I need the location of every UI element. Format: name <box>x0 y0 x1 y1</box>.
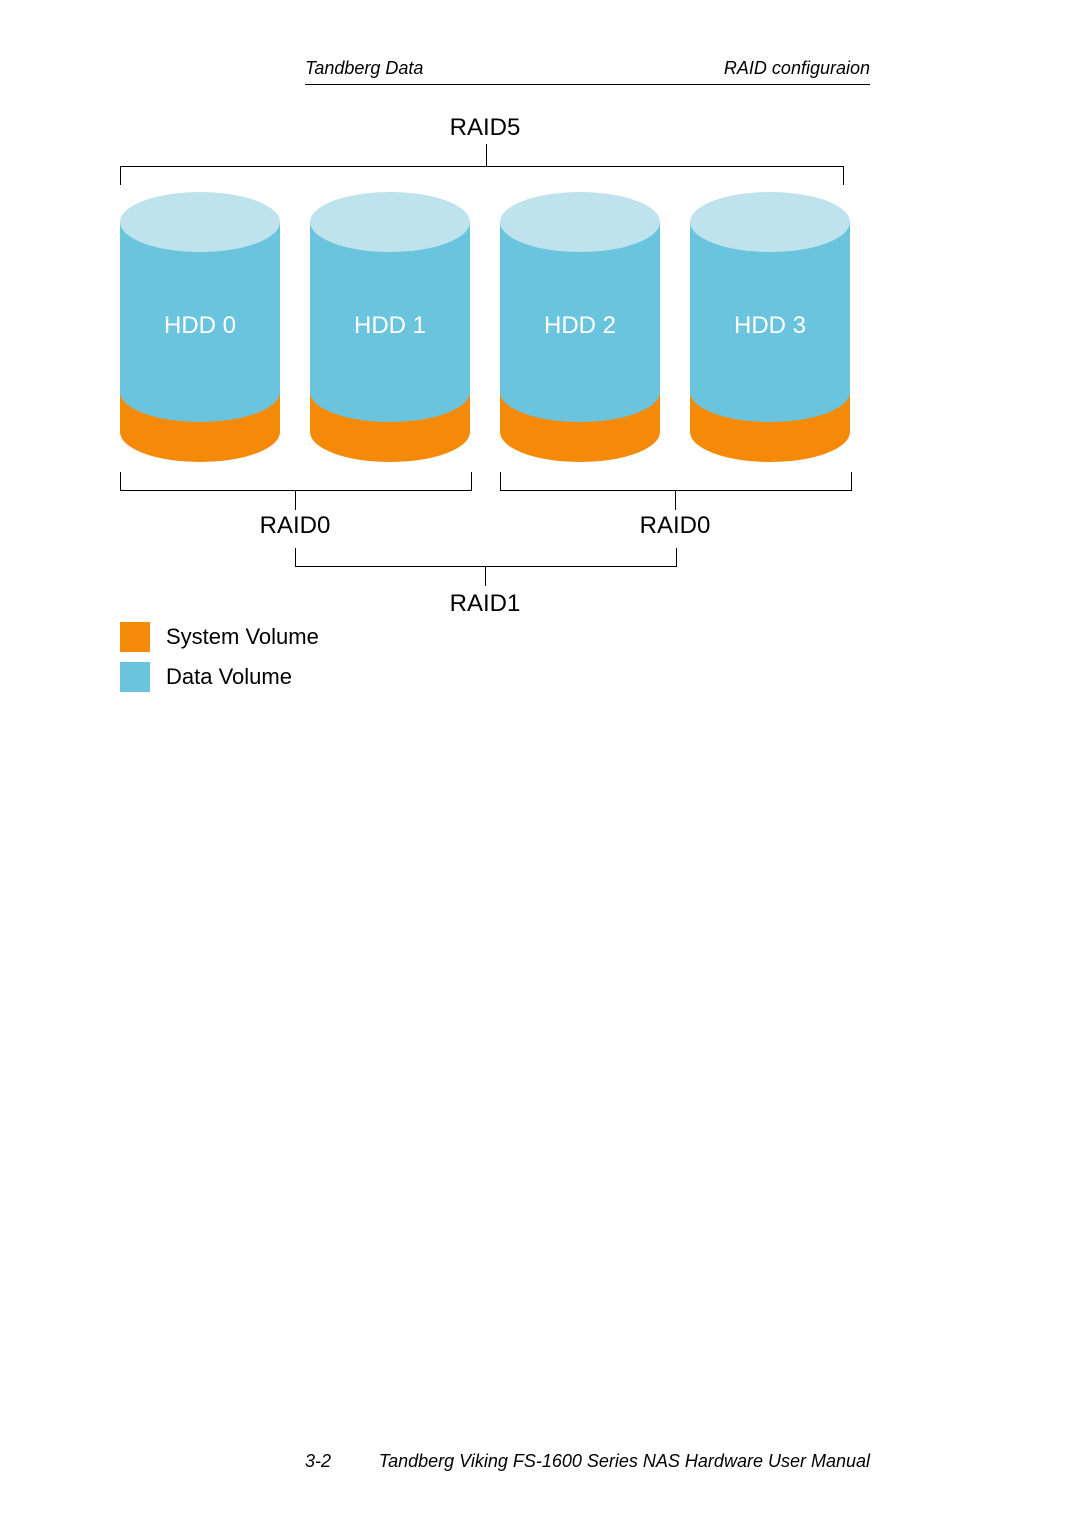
footer-title: Tandberg Viking FS-1600 Series NAS Hardw… <box>379 1451 870 1472</box>
raid1-label: RAID1 <box>420 590 550 618</box>
cyl-top <box>120 192 280 252</box>
hdd-0: HDD 0 <box>120 192 280 457</box>
page-header: Tandberg Data RAID configuraion <box>0 58 1080 79</box>
raid1-stem <box>485 566 486 586</box>
raid0-left-bracket <box>120 472 472 491</box>
legend-swatch-data <box>120 662 150 692</box>
raid0-left-label: RAID0 <box>230 512 360 540</box>
cyl-top <box>500 192 660 252</box>
cyl-mid <box>310 362 470 422</box>
cyl-mid <box>690 362 850 422</box>
hdd-label: HDD 3 <box>690 312 850 340</box>
hdd-label: HDD 1 <box>310 312 470 340</box>
raid1-bracket <box>295 548 677 567</box>
hdd-3: HDD 3 <box>690 192 850 457</box>
raid5-label: RAID5 <box>110 114 860 142</box>
raid0-right-bracket <box>500 472 852 491</box>
hdd-label: HDD 0 <box>120 312 280 340</box>
legend-swatch-system <box>120 622 150 652</box>
legend-item-system: System Volume <box>120 622 319 652</box>
raid5-bracket <box>120 166 844 185</box>
raid-diagram: RAID5 HDD 0 HDD 1 HDD 2 <box>110 100 860 720</box>
header-divider <box>305 84 870 85</box>
page-footer: 3-2 Tandberg Viking FS-1600 Series NAS H… <box>305 1451 870 1472</box>
cyl-mid <box>120 362 280 422</box>
page: Tandberg Data RAID configuraion RAID5 HD… <box>0 0 1080 1527</box>
header-right: RAID configuraion <box>724 58 870 79</box>
raid0-left-stem <box>295 490 296 510</box>
legend-text-data: Data Volume <box>166 664 292 690</box>
raid0-right-label: RAID0 <box>610 512 740 540</box>
footer-page-number: 3-2 <box>305 1451 331 1472</box>
raid0-right-stem <box>675 490 676 510</box>
legend-item-data: Data Volume <box>120 662 319 692</box>
cyl-top <box>310 192 470 252</box>
raid5-stem <box>486 144 487 166</box>
hdd-1: HDD 1 <box>310 192 470 457</box>
header-left: Tandberg Data <box>305 58 423 79</box>
legend-text-system: System Volume <box>166 624 319 650</box>
cyl-mid <box>500 362 660 422</box>
legend: System Volume Data Volume <box>120 622 319 702</box>
hdd-2: HDD 2 <box>500 192 660 457</box>
cyl-top <box>690 192 850 252</box>
hdd-label: HDD 2 <box>500 312 660 340</box>
